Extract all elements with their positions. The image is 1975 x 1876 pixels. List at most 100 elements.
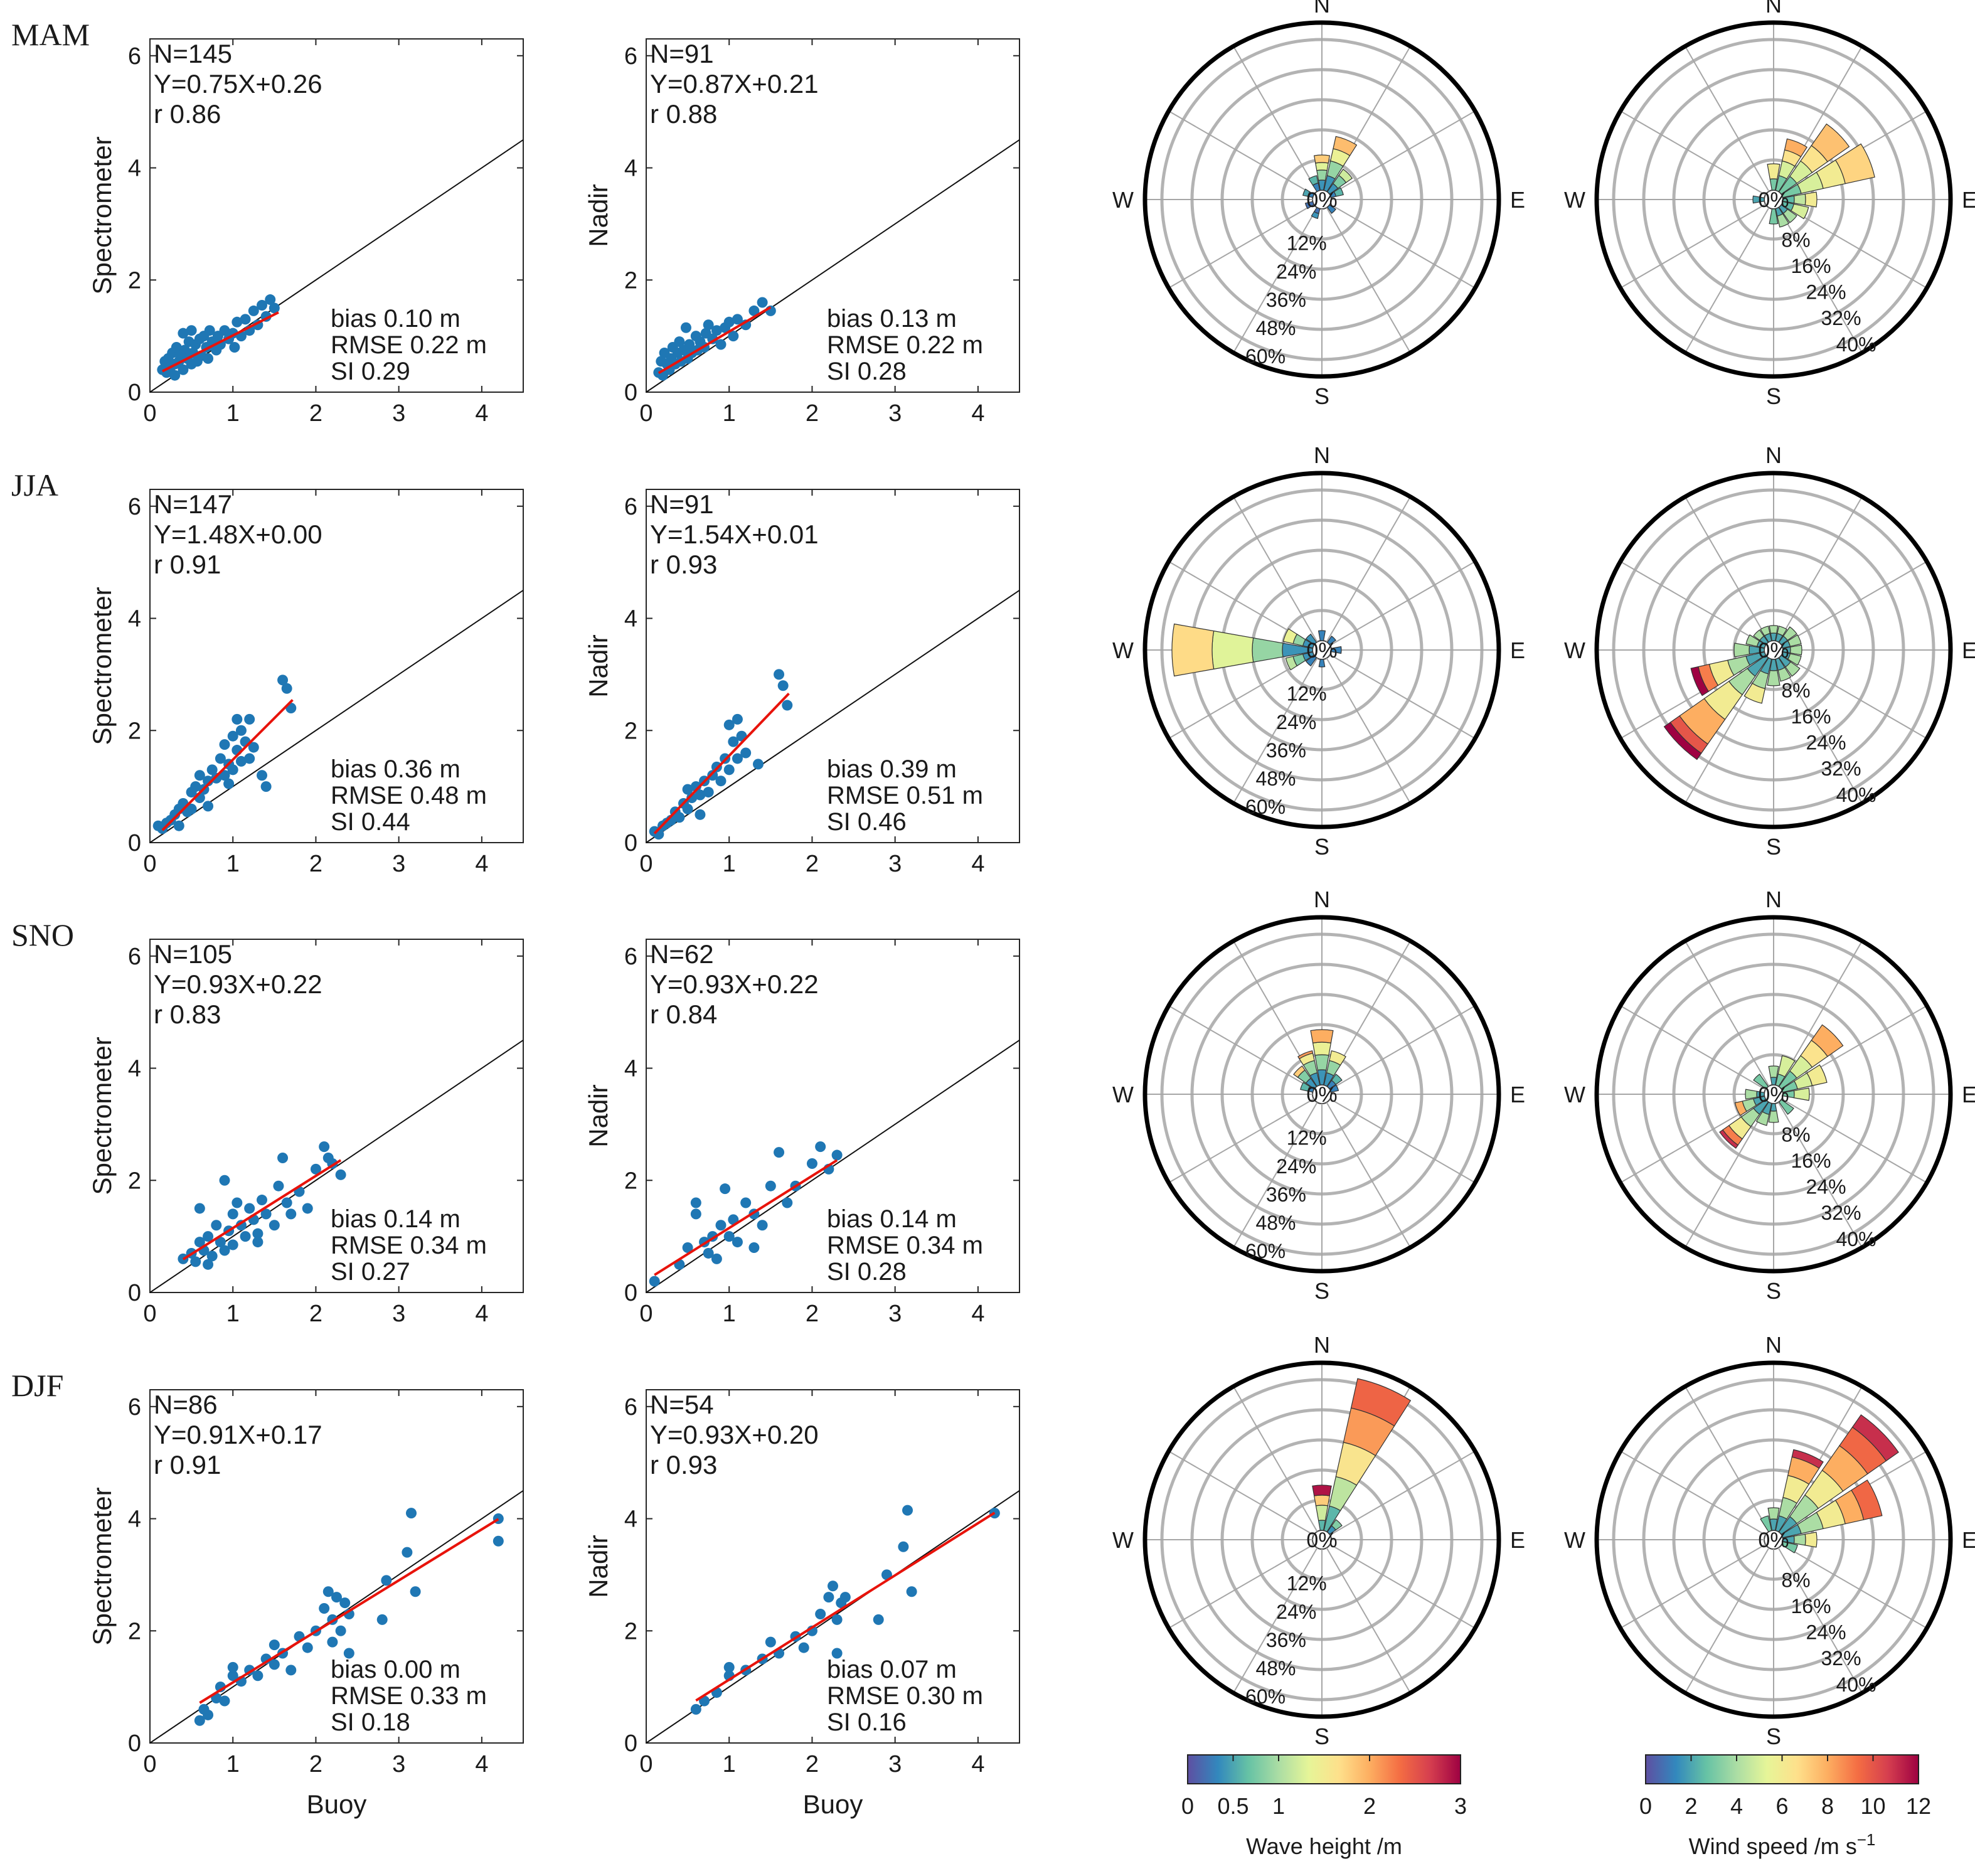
data-point: [723, 1661, 735, 1673]
x-tick-label: 0: [639, 1301, 652, 1327]
data-point: [285, 1208, 297, 1220]
colorbar-label: Wind speed /m s−1: [1689, 1830, 1876, 1859]
ring-label: 36%: [1266, 739, 1306, 762]
grid-spoke: [1233, 658, 1318, 804]
y-tick-label: 4: [128, 156, 141, 182]
x-tick-label: 4: [971, 400, 984, 427]
compass-east: E: [1962, 1527, 1975, 1553]
data-point: [732, 314, 743, 325]
colorbar-cbar-wind: 0 2 4 6 8 10 12 Wind speed /m s−1: [1639, 1754, 1931, 1859]
data-point: [240, 314, 251, 325]
ring-label-zero: 0%: [1306, 1083, 1337, 1107]
petal-segment: [1313, 1495, 1331, 1506]
x-tick-label: 1: [226, 400, 240, 427]
season-label-jja: JJA: [11, 467, 58, 503]
data-point: [244, 1203, 255, 1214]
fit-equation: Y=0.87X+0.21: [650, 69, 819, 99]
scatter-panel-jja-nadir: 0 1 2 3 4 0 2 4 6 Nadir N=91Y=1.54X+0.01r 0.93 bias…: [583, 489, 1020, 877]
data-point: [235, 725, 247, 736]
petal-segment: [1733, 642, 1750, 658]
y-tick-label: 4: [128, 1056, 141, 1082]
data-point: [190, 1256, 201, 1267]
grid-spoke: [1685, 496, 1770, 642]
compass-south: S: [1314, 1278, 1329, 1304]
petal-segment: [1312, 1484, 1332, 1496]
x-tick-label: 0: [639, 400, 652, 427]
x-tick-label: 3: [392, 1301, 405, 1327]
data-point: [902, 1505, 913, 1516]
data-point: [219, 1695, 230, 1707]
petal-segment: [1787, 653, 1802, 666]
rmse-stat: RMSE 0.34 m: [331, 1232, 487, 1259]
x-tick-label: 3: [392, 400, 405, 427]
data-point: [711, 1253, 722, 1264]
data-point: [269, 1220, 280, 1231]
x-tick-label: 0: [143, 1301, 156, 1327]
si-stat: SI 0.18: [331, 1708, 410, 1736]
petal-segment: [1768, 1065, 1779, 1079]
petal-segment: [1789, 644, 1802, 656]
data-point: [376, 1614, 388, 1625]
data-point: [265, 294, 276, 306]
colorbar-label-superscript: −1: [1857, 1830, 1876, 1849]
ring-label: 36%: [1266, 1629, 1306, 1651]
colorbar-gradient: [1187, 1754, 1461, 1784]
data-point: [873, 1614, 884, 1625]
colorbar-label: Wave height /m: [1246, 1833, 1402, 1859]
x-tick-label: 2: [309, 1301, 322, 1327]
x-tick-label: 3: [888, 400, 902, 427]
fit-equation: Y=0.93X+0.22: [154, 969, 322, 999]
sample-count: N=86: [154, 1390, 218, 1419]
si-stat: SI 0.16: [827, 1708, 907, 1736]
ring-label: 60%: [1245, 345, 1286, 368]
grid-spoke: [1329, 1543, 1476, 1629]
petal-segment: [1171, 623, 1215, 677]
y-tick-label: 2: [624, 1618, 637, 1644]
ring-label: 24%: [1806, 732, 1846, 754]
data-point: [823, 1592, 834, 1603]
data-point: [227, 1670, 238, 1681]
x-tick-label: 3: [392, 851, 405, 877]
petal-segment: [1690, 666, 1710, 696]
colorbar-tick-label: 10: [1860, 1793, 1885, 1819]
data-point: [178, 364, 189, 375]
y-tick-label: 4: [624, 1056, 637, 1082]
grid-spoke: [1329, 1005, 1476, 1090]
data-point: [257, 1195, 267, 1206]
compass-west: W: [1564, 1082, 1585, 1107]
petal-segment: [1338, 168, 1353, 183]
data-point: [215, 753, 226, 764]
compass-north: N: [1314, 0, 1330, 18]
petal-segment: [1211, 630, 1254, 670]
y-tick-label: 0: [624, 1280, 637, 1306]
outer-border: [1142, 915, 1501, 1274]
y-tick-label: 6: [128, 494, 141, 520]
data-point: [682, 803, 693, 814]
petal-segment: [1304, 201, 1315, 210]
data-point: [682, 784, 693, 795]
grid-spoke: [1777, 658, 1863, 804]
colorbar-tick-label: 1: [1272, 1793, 1285, 1819]
regression-line: [161, 699, 294, 831]
data-point: [203, 1231, 214, 1242]
bias-stat: bias 0.14 m: [827, 1205, 957, 1233]
season-label-mam: MAM: [11, 17, 90, 52]
data-point: [227, 1239, 238, 1250]
grid-spoke: [1326, 1102, 1411, 1248]
data-point: [740, 747, 752, 759]
petal-segment: [1793, 1087, 1810, 1101]
ring-label: 40%: [1836, 333, 1876, 356]
rmse-stat: RMSE 0.51 m: [827, 782, 983, 809]
petal-segment: [1806, 1064, 1828, 1087]
y-tick-label: 4: [128, 1506, 141, 1533]
data-point: [248, 742, 259, 753]
grid-spoke: [1168, 1098, 1314, 1183]
data-point: [252, 1228, 264, 1239]
compass-east: E: [1962, 637, 1975, 663]
grid-spoke: [1781, 203, 1927, 289]
bias-stat: bias 0.13 m: [827, 305, 957, 333]
data-point: [402, 1547, 413, 1558]
season-label-sno: SNO: [11, 917, 74, 952]
data-point: [703, 1247, 714, 1259]
petal-segment: [1315, 162, 1329, 171]
